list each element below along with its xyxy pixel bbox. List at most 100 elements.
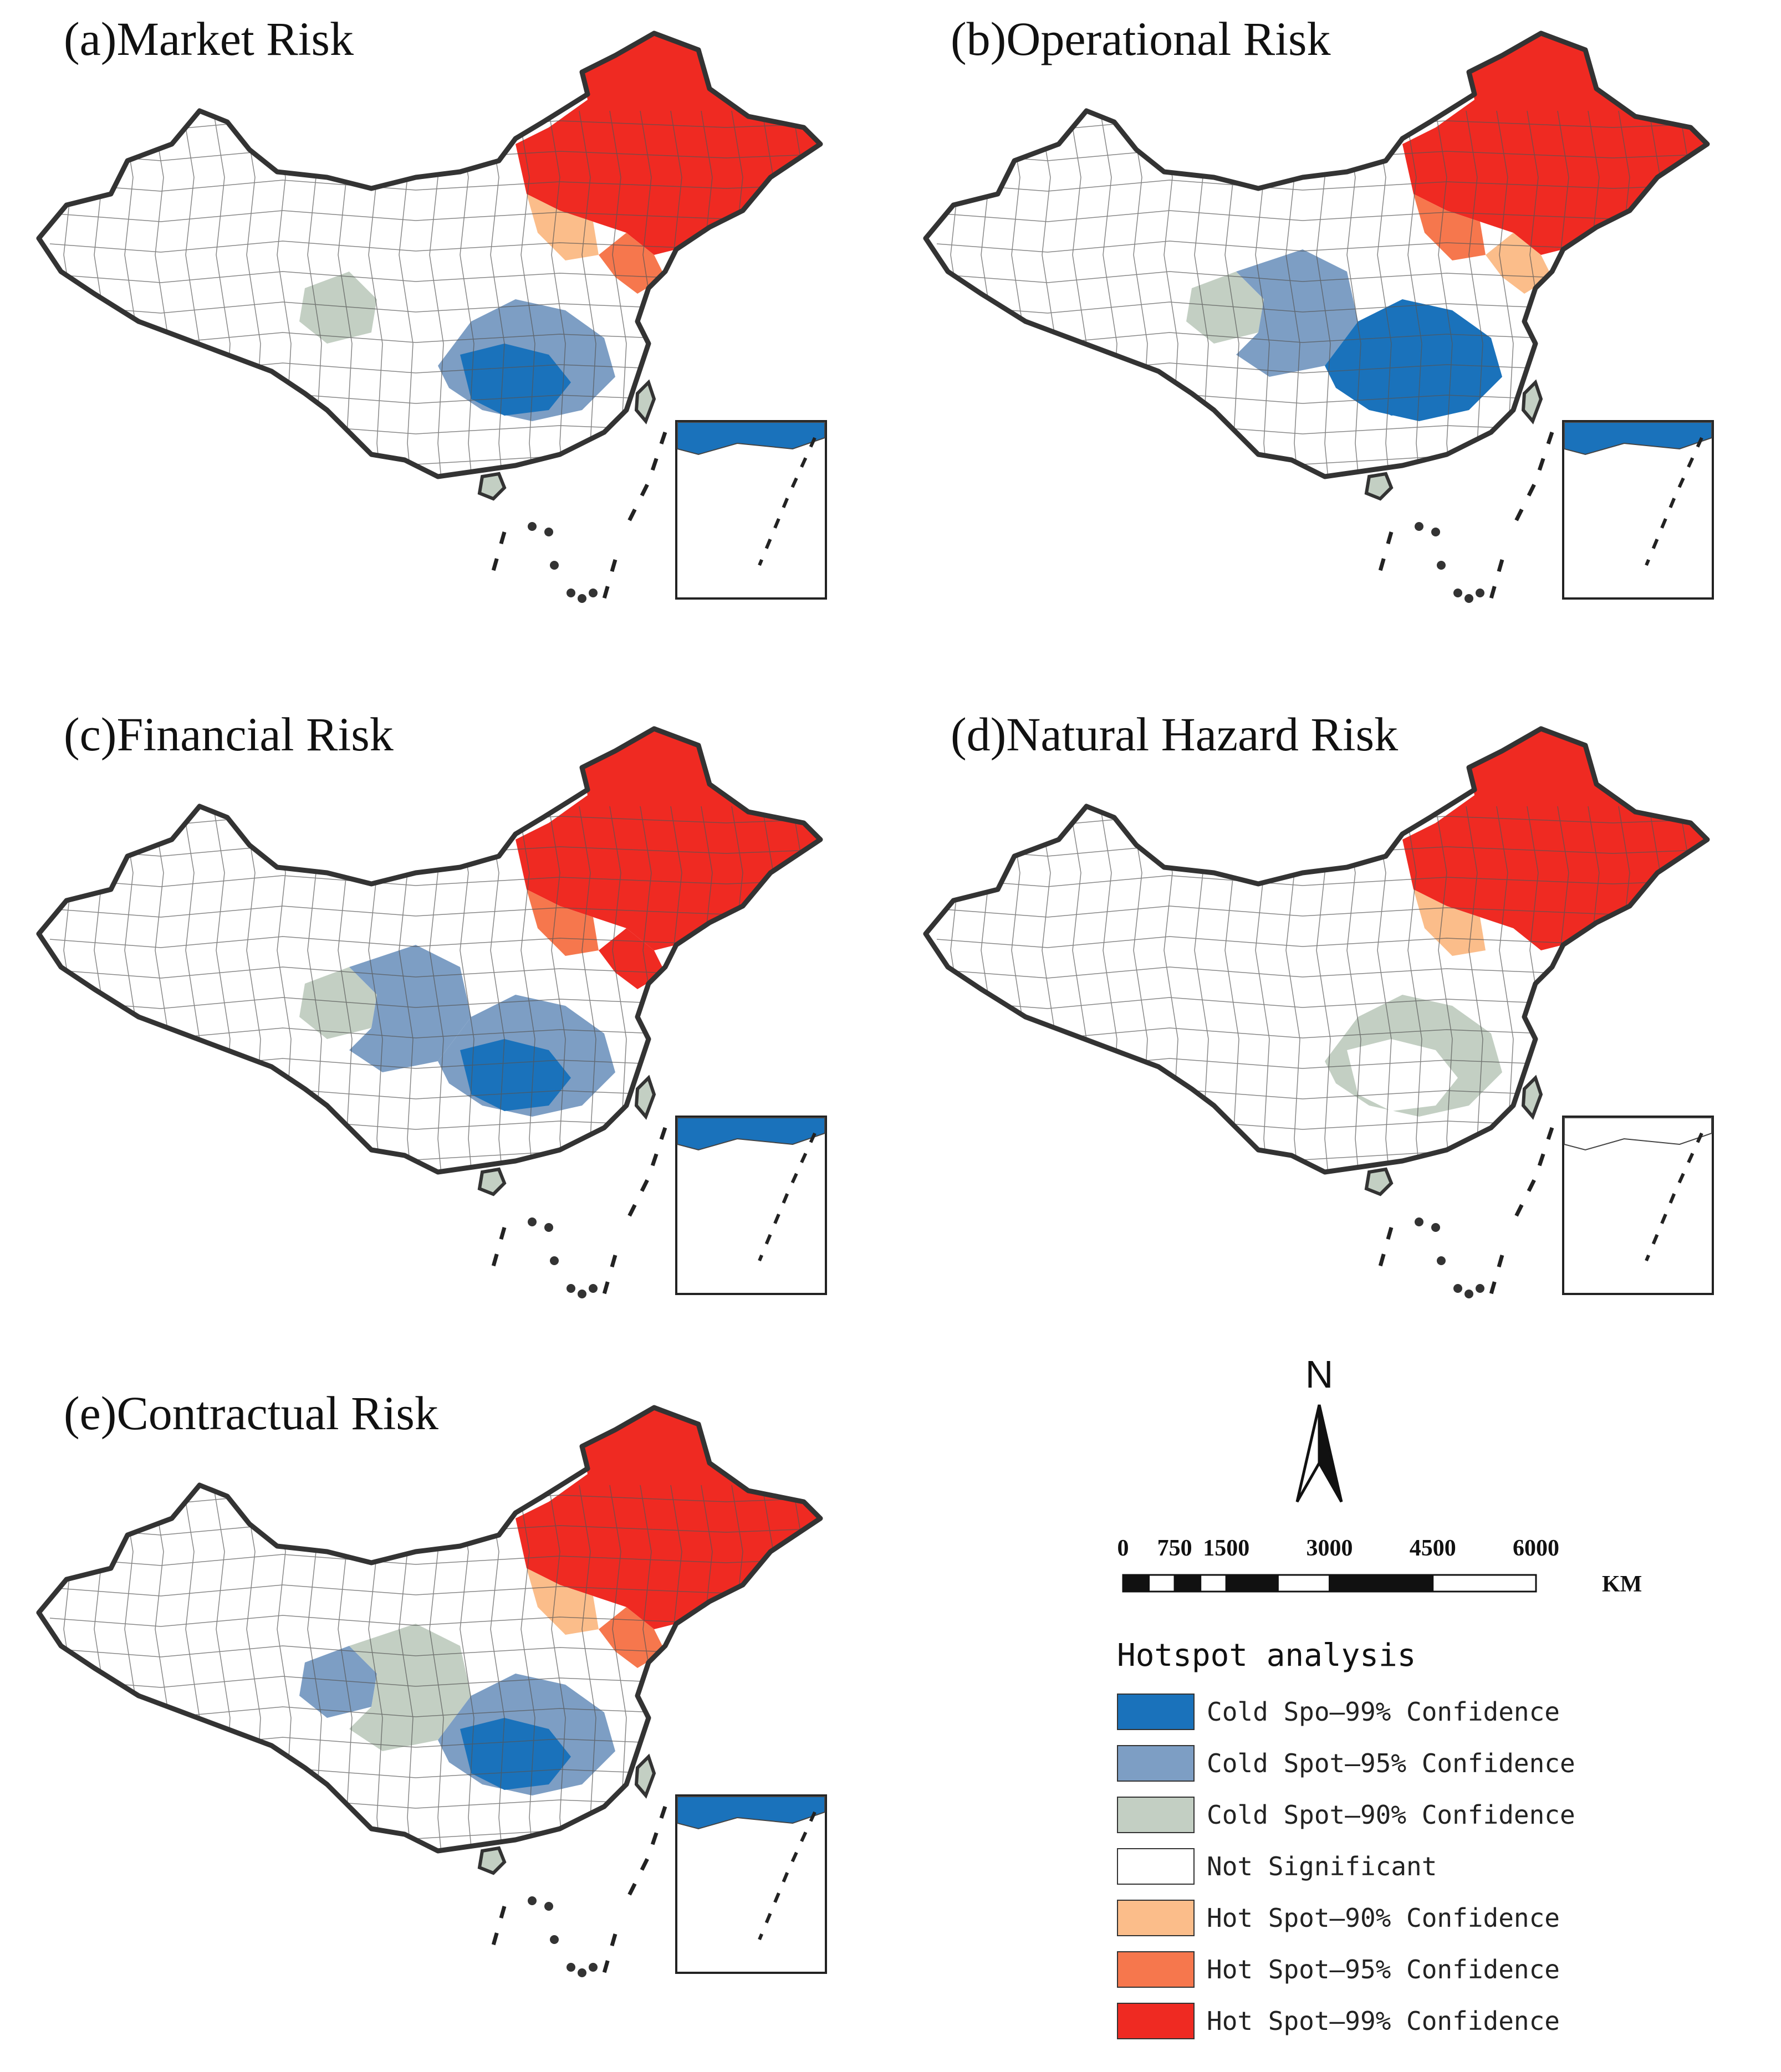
scale-tick-label: 3000 bbox=[1306, 1536, 1353, 1561]
islet bbox=[1415, 522, 1423, 531]
inset-coast bbox=[677, 1117, 825, 1151]
legend-label: Hot Spot‒90% Confidence bbox=[1207, 1902, 1560, 1933]
scale-segment bbox=[1200, 1574, 1227, 1593]
islet bbox=[544, 1902, 553, 1911]
boundary-line bbox=[1374, 110, 1395, 477]
scale-segment bbox=[1277, 1574, 1330, 1593]
inset-dash-line bbox=[1645, 437, 1703, 566]
inset-coast bbox=[677, 422, 825, 456]
islet bbox=[1453, 1284, 1462, 1293]
legend-swatch bbox=[1117, 1744, 1195, 1782]
boundary-line bbox=[947, 806, 968, 1172]
legend-swatch bbox=[1117, 1848, 1195, 1885]
panel-contractual-risk: (e)Contractual Risk bbox=[17, 1385, 881, 2017]
legend-item-cold90: Cold Spot‒90% Confidence bbox=[1117, 1789, 1616, 1840]
panel-financial-risk: (c)Financial Risk bbox=[17, 707, 881, 1338]
zone-northeast bbox=[516, 729, 820, 950]
island bbox=[1521, 1075, 1543, 1120]
zone-northeast bbox=[1402, 33, 1707, 255]
boundary-line bbox=[936, 180, 1707, 192]
scale-tick-label: 0 bbox=[1117, 1536, 1129, 1561]
zone-south-core bbox=[1347, 344, 1458, 416]
islet bbox=[1464, 594, 1473, 603]
islet bbox=[1437, 1256, 1446, 1265]
islet bbox=[550, 1256, 559, 1265]
islet bbox=[1476, 1284, 1484, 1293]
inset-coast bbox=[1564, 1117, 1712, 1151]
scale-tick-label: 750 bbox=[1157, 1536, 1192, 1561]
zone-southwest bbox=[1236, 249, 1358, 377]
legend-items: Cold Spo‒99% Confidence Cold Spot‒95% Con… bbox=[1117, 1686, 1616, 2047]
islet bbox=[1464, 1290, 1473, 1298]
boundary-line bbox=[91, 110, 111, 477]
legend-item-hot99: Hot Spot‒99% Confidence bbox=[1117, 1995, 1616, 2047]
inset-dash-line bbox=[758, 1811, 816, 1941]
legend-item-hot95: Hot Spot‒95% Confidence bbox=[1117, 1943, 1616, 1995]
boundary-line bbox=[49, 875, 820, 887]
island bbox=[477, 1167, 507, 1196]
inset-dash-line bbox=[1645, 1132, 1703, 1262]
boundary-line bbox=[60, 1485, 81, 1851]
inset-coast bbox=[677, 1796, 825, 1830]
island bbox=[1364, 472, 1394, 501]
island bbox=[477, 472, 507, 501]
zone-bohai-coast bbox=[599, 1607, 665, 1668]
island bbox=[1364, 1167, 1394, 1196]
islet bbox=[1431, 1223, 1440, 1232]
zone-south-core bbox=[460, 344, 571, 416]
zone-southwest bbox=[349, 1624, 471, 1751]
islet bbox=[544, 528, 553, 536]
panel-natural-hazard-risk: (d)Natural Hazard Risk bbox=[904, 707, 1768, 1338]
boundary-line bbox=[487, 110, 508, 477]
panel-market-risk: (a)Market Risk bbox=[17, 11, 881, 643]
islet bbox=[578, 1968, 586, 1977]
panel-title: (a)Market Risk bbox=[64, 12, 354, 65]
nine-dash-line bbox=[491, 1127, 667, 1295]
inset-dash-line bbox=[758, 1132, 816, 1262]
legend-label: Cold Spot‒95% Confidence bbox=[1207, 1748, 1575, 1778]
zone-southwest bbox=[349, 945, 471, 1072]
boundary-line bbox=[49, 1554, 820, 1566]
islet bbox=[1431, 528, 1440, 536]
legend-label: Hot Spot‒99% Confidence bbox=[1207, 2006, 1560, 2036]
zone-south-core bbox=[1347, 1039, 1458, 1111]
islet bbox=[528, 522, 537, 531]
boundary-line bbox=[487, 806, 508, 1172]
boundary-line bbox=[978, 110, 998, 477]
scale-bar-graphic bbox=[1122, 1574, 1537, 1593]
scale-segment bbox=[1225, 1574, 1279, 1593]
zone-southwest bbox=[1236, 945, 1358, 1072]
north-arrow-icon bbox=[1295, 1404, 1343, 1503]
zone-northeast bbox=[516, 33, 820, 255]
panel-title: (d)Natural Hazard Risk bbox=[951, 708, 1399, 761]
islet bbox=[567, 1963, 575, 1972]
island bbox=[634, 379, 656, 424]
scale-unit: KM bbox=[1602, 1572, 1642, 1597]
legend-title: Hotspot analysis bbox=[1117, 1638, 1416, 1674]
north-label: N bbox=[1305, 1353, 1334, 1396]
legend-item-cold99: Cold Spo‒99% Confidence bbox=[1117, 1686, 1616, 1737]
zone-northeast bbox=[1402, 729, 1707, 950]
islet bbox=[1437, 561, 1446, 570]
islet bbox=[550, 561, 559, 570]
zone-south-core bbox=[460, 1039, 571, 1111]
legend-swatch bbox=[1117, 2002, 1195, 2039]
inset-dash-line bbox=[758, 437, 816, 566]
panel-title: (c)Financial Risk bbox=[64, 708, 394, 761]
national-border bbox=[36, 726, 823, 1175]
china-map bbox=[36, 30, 827, 603]
scale-tick-label: 6000 bbox=[1513, 1536, 1559, 1561]
north-arrow: N bbox=[1280, 1352, 1358, 1513]
scale-bar: 0 750 1500 3000 4500 6000 KM bbox=[1114, 1535, 1642, 1607]
china-map bbox=[36, 726, 827, 1298]
boundary-line bbox=[487, 1485, 508, 1851]
zone-southwest bbox=[349, 249, 471, 377]
zone-south-core bbox=[460, 1718, 571, 1790]
legend-label: Cold Spot‒90% Confidence bbox=[1207, 1799, 1575, 1830]
scale-tick-label: 4500 bbox=[1409, 1536, 1456, 1561]
islet bbox=[1476, 589, 1484, 597]
scale-segment bbox=[1148, 1574, 1176, 1593]
scale-tick-label: 1500 bbox=[1203, 1536, 1250, 1561]
zone-bohai-coast bbox=[599, 928, 665, 989]
legend-swatch bbox=[1117, 1693, 1195, 1730]
